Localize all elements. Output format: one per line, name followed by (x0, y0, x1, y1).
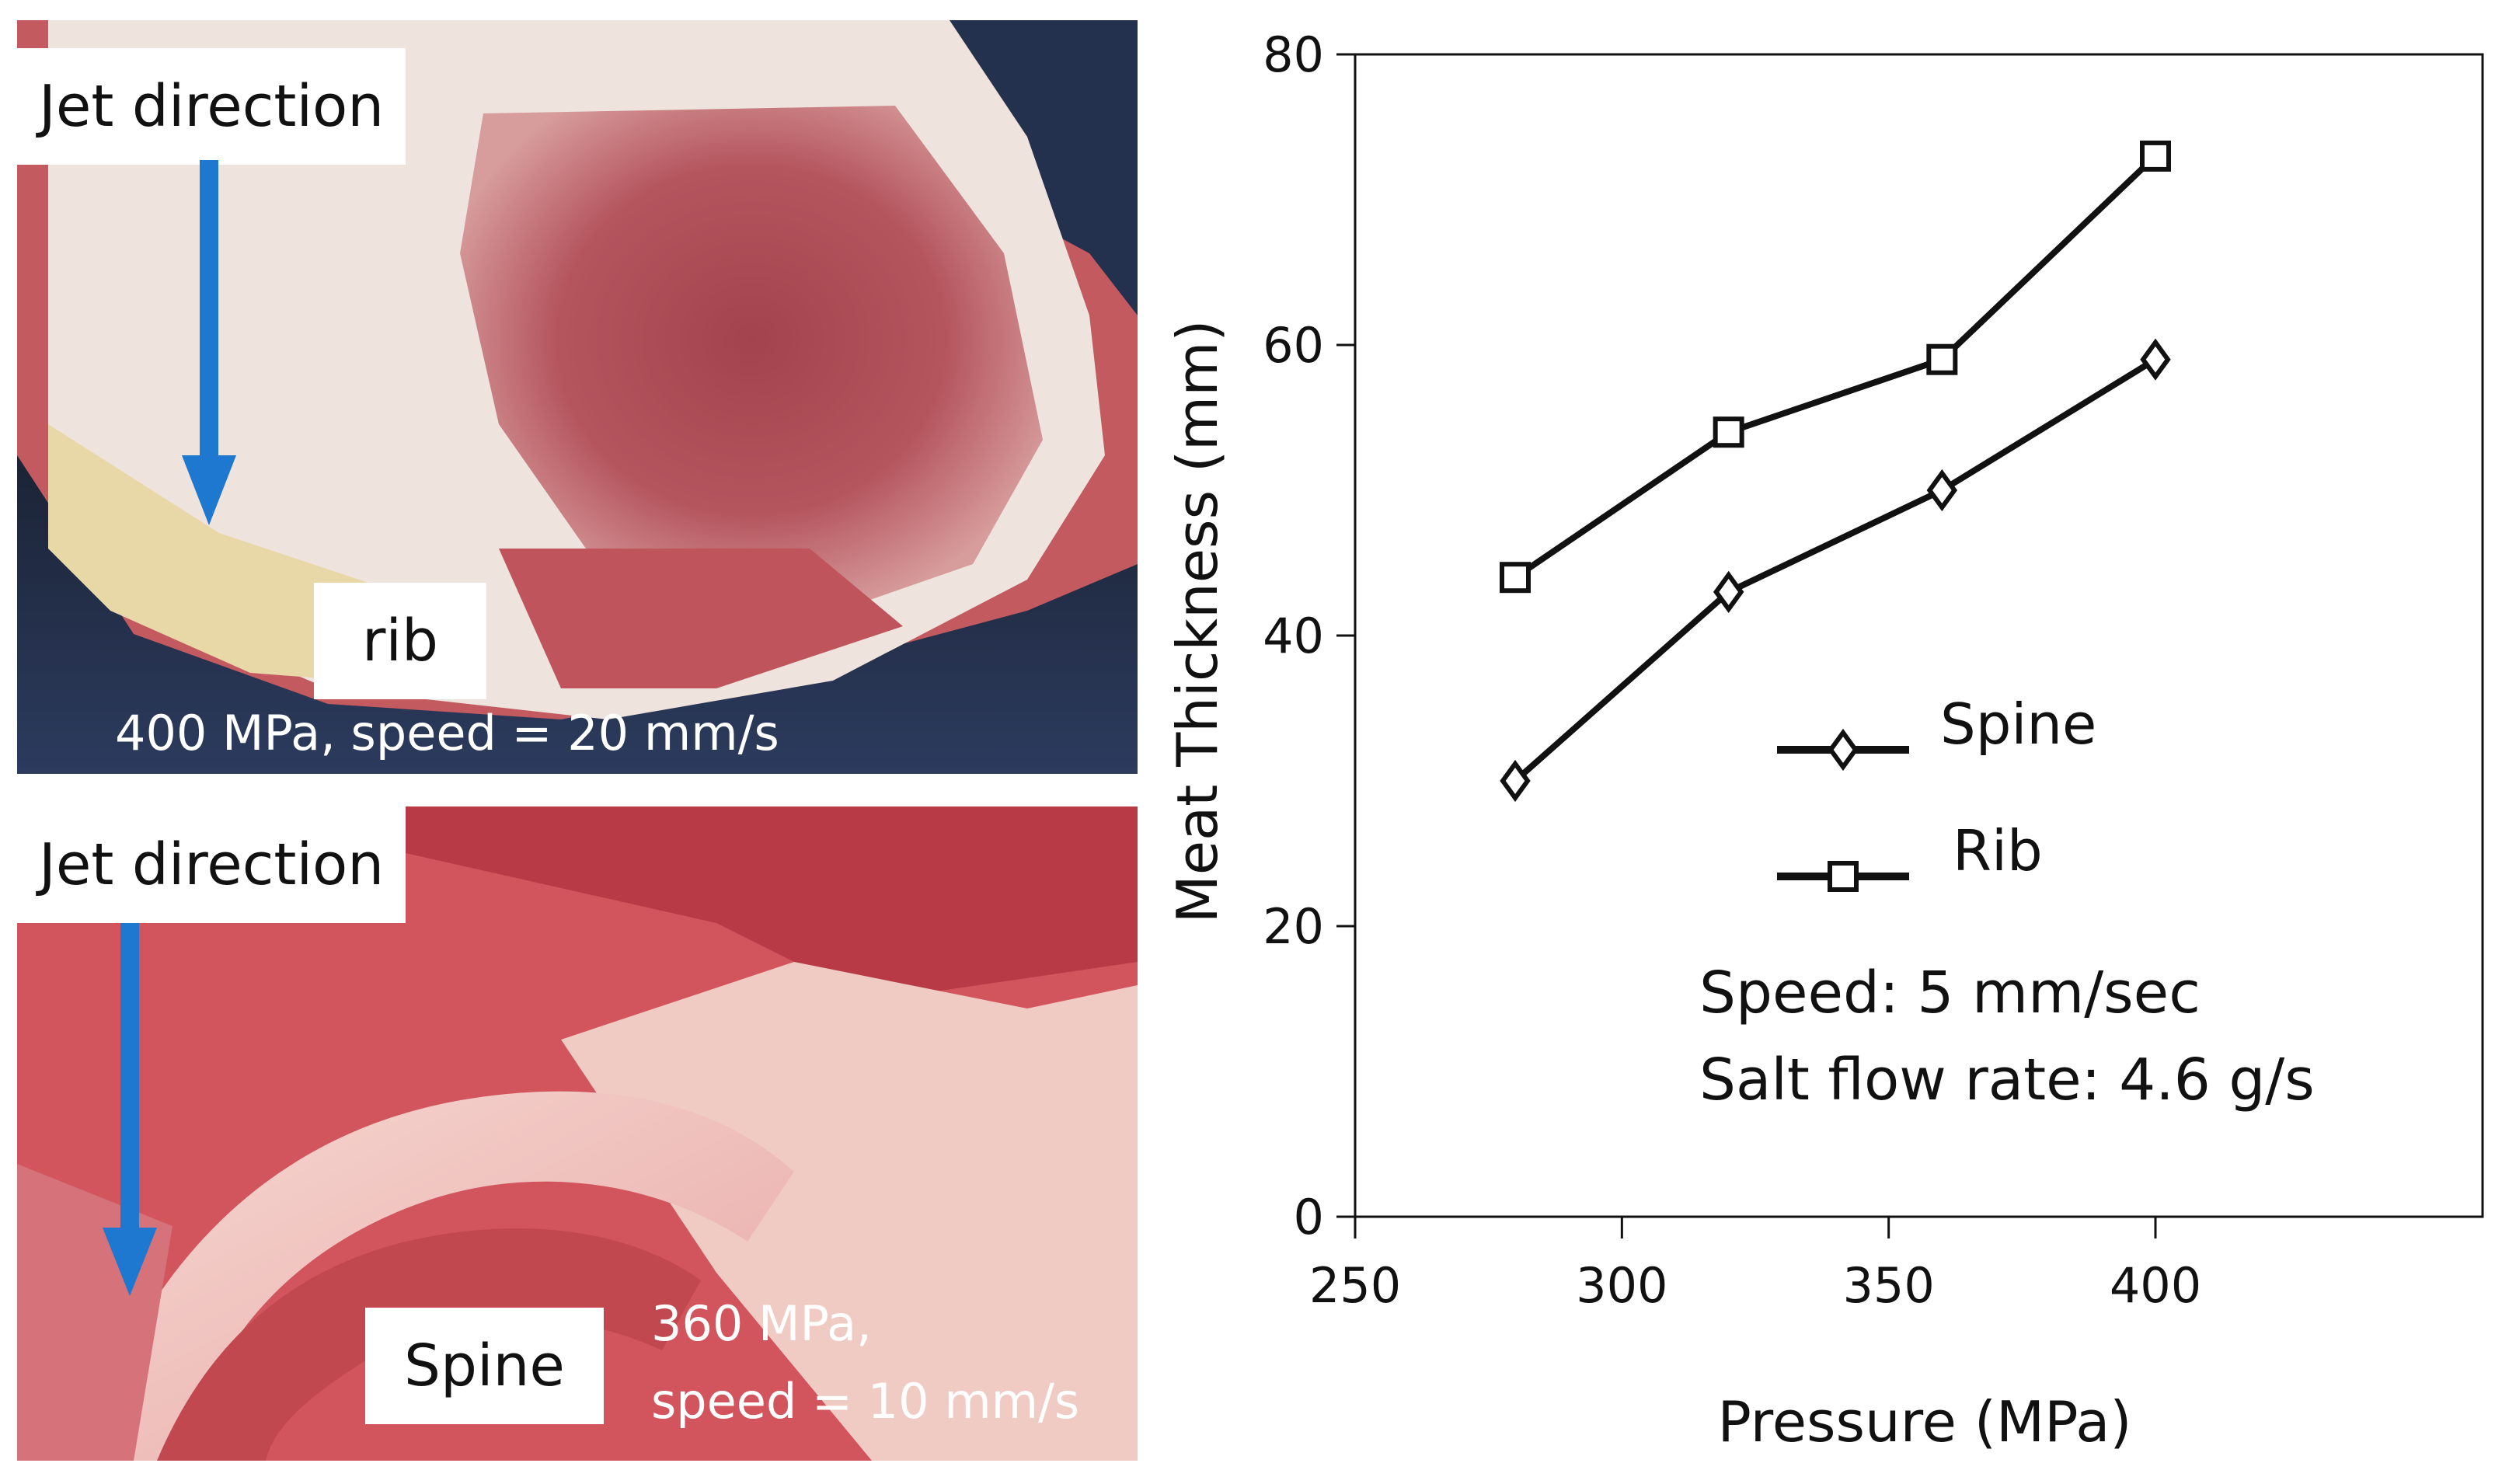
bottom-photo-conditions-line2: speed = 10 mm/s (651, 1373, 1080, 1430)
y-axis: 0 20 40 60 80 (1263, 26, 1355, 1245)
legend-spine-label: Spine (1940, 691, 2096, 757)
series-layer (1500, 140, 2171, 803)
x-tick-label: 300 (1576, 1257, 1667, 1314)
y-tick-label: 20 (1263, 898, 1324, 955)
plot-border (1354, 53, 2484, 1218)
y-axis-label: Meat Thickness (mm) (1165, 320, 1230, 924)
y-tick-label: 0 (1294, 1189, 1324, 1245)
rib-data-point (1500, 562, 1531, 594)
rib-label: rib (314, 583, 486, 699)
spine-label: Spine (365, 1308, 604, 1424)
plot-frame (1354, 53, 2484, 1218)
annotation-salt-flow: Salt flow rate: 4.6 g/s (1699, 1047, 2315, 1113)
legend-spine-marker (1828, 728, 1859, 772)
rib-data-point (1926, 343, 1958, 375)
spine-data-point (1926, 469, 1958, 512)
jet-direction-label-bottom: Jet direction (17, 806, 406, 923)
top-photo-panel: Jet direction rib 400 MPa, speed = 20 mm… (17, 20, 1138, 774)
rib-meat-photo (17, 20, 1138, 774)
x-tick-label: 250 (1309, 1257, 1401, 1314)
y-tick-label: 60 (1263, 317, 1324, 374)
jet-arrow-icon (103, 923, 157, 1296)
rib-series-line (1513, 154, 2158, 580)
x-tick-label: 350 (1842, 1257, 1934, 1314)
bottom-photo-conditions-line1: 360 MPa, (651, 1295, 872, 1352)
jet-direction-label-top: Jet direction (17, 48, 406, 165)
x-tick-label: 400 (2110, 1257, 2201, 1314)
annotation-speed: Speed: 5 mm/sec (1699, 960, 2201, 1026)
spine-data-point (1500, 759, 1531, 803)
bottom-photo-panel: Jet direction Spine 360 MPa, speed = 10 … (17, 806, 1138, 1461)
y-tick-label: 40 (1263, 608, 1324, 664)
x-axis: 250 300 350 400 (1309, 1217, 2201, 1314)
y-tick-label: 80 (1263, 26, 1324, 83)
spine-data-point (2140, 338, 2171, 381)
legend-rib-label: Rib (1953, 818, 2043, 883)
jet-arrow-icon (182, 160, 236, 525)
rib-data-point (2140, 140, 2171, 172)
legend-rib-marker (1828, 861, 1859, 892)
x-axis-label: Pressure (MPa) (1718, 1389, 2132, 1454)
top-photo-conditions: 400 MPa, speed = 20 mm/s (115, 705, 779, 761)
spine-series-line (1513, 357, 2158, 783)
spine-data-point (1713, 570, 1744, 614)
legend: Spine Rib (1777, 691, 2096, 892)
rib-data-point (1713, 416, 1744, 448)
meat-thickness-chart: 250 300 350 400 0 20 40 60 80 Spine Rib Pressure… (1165, 26, 2484, 1454)
